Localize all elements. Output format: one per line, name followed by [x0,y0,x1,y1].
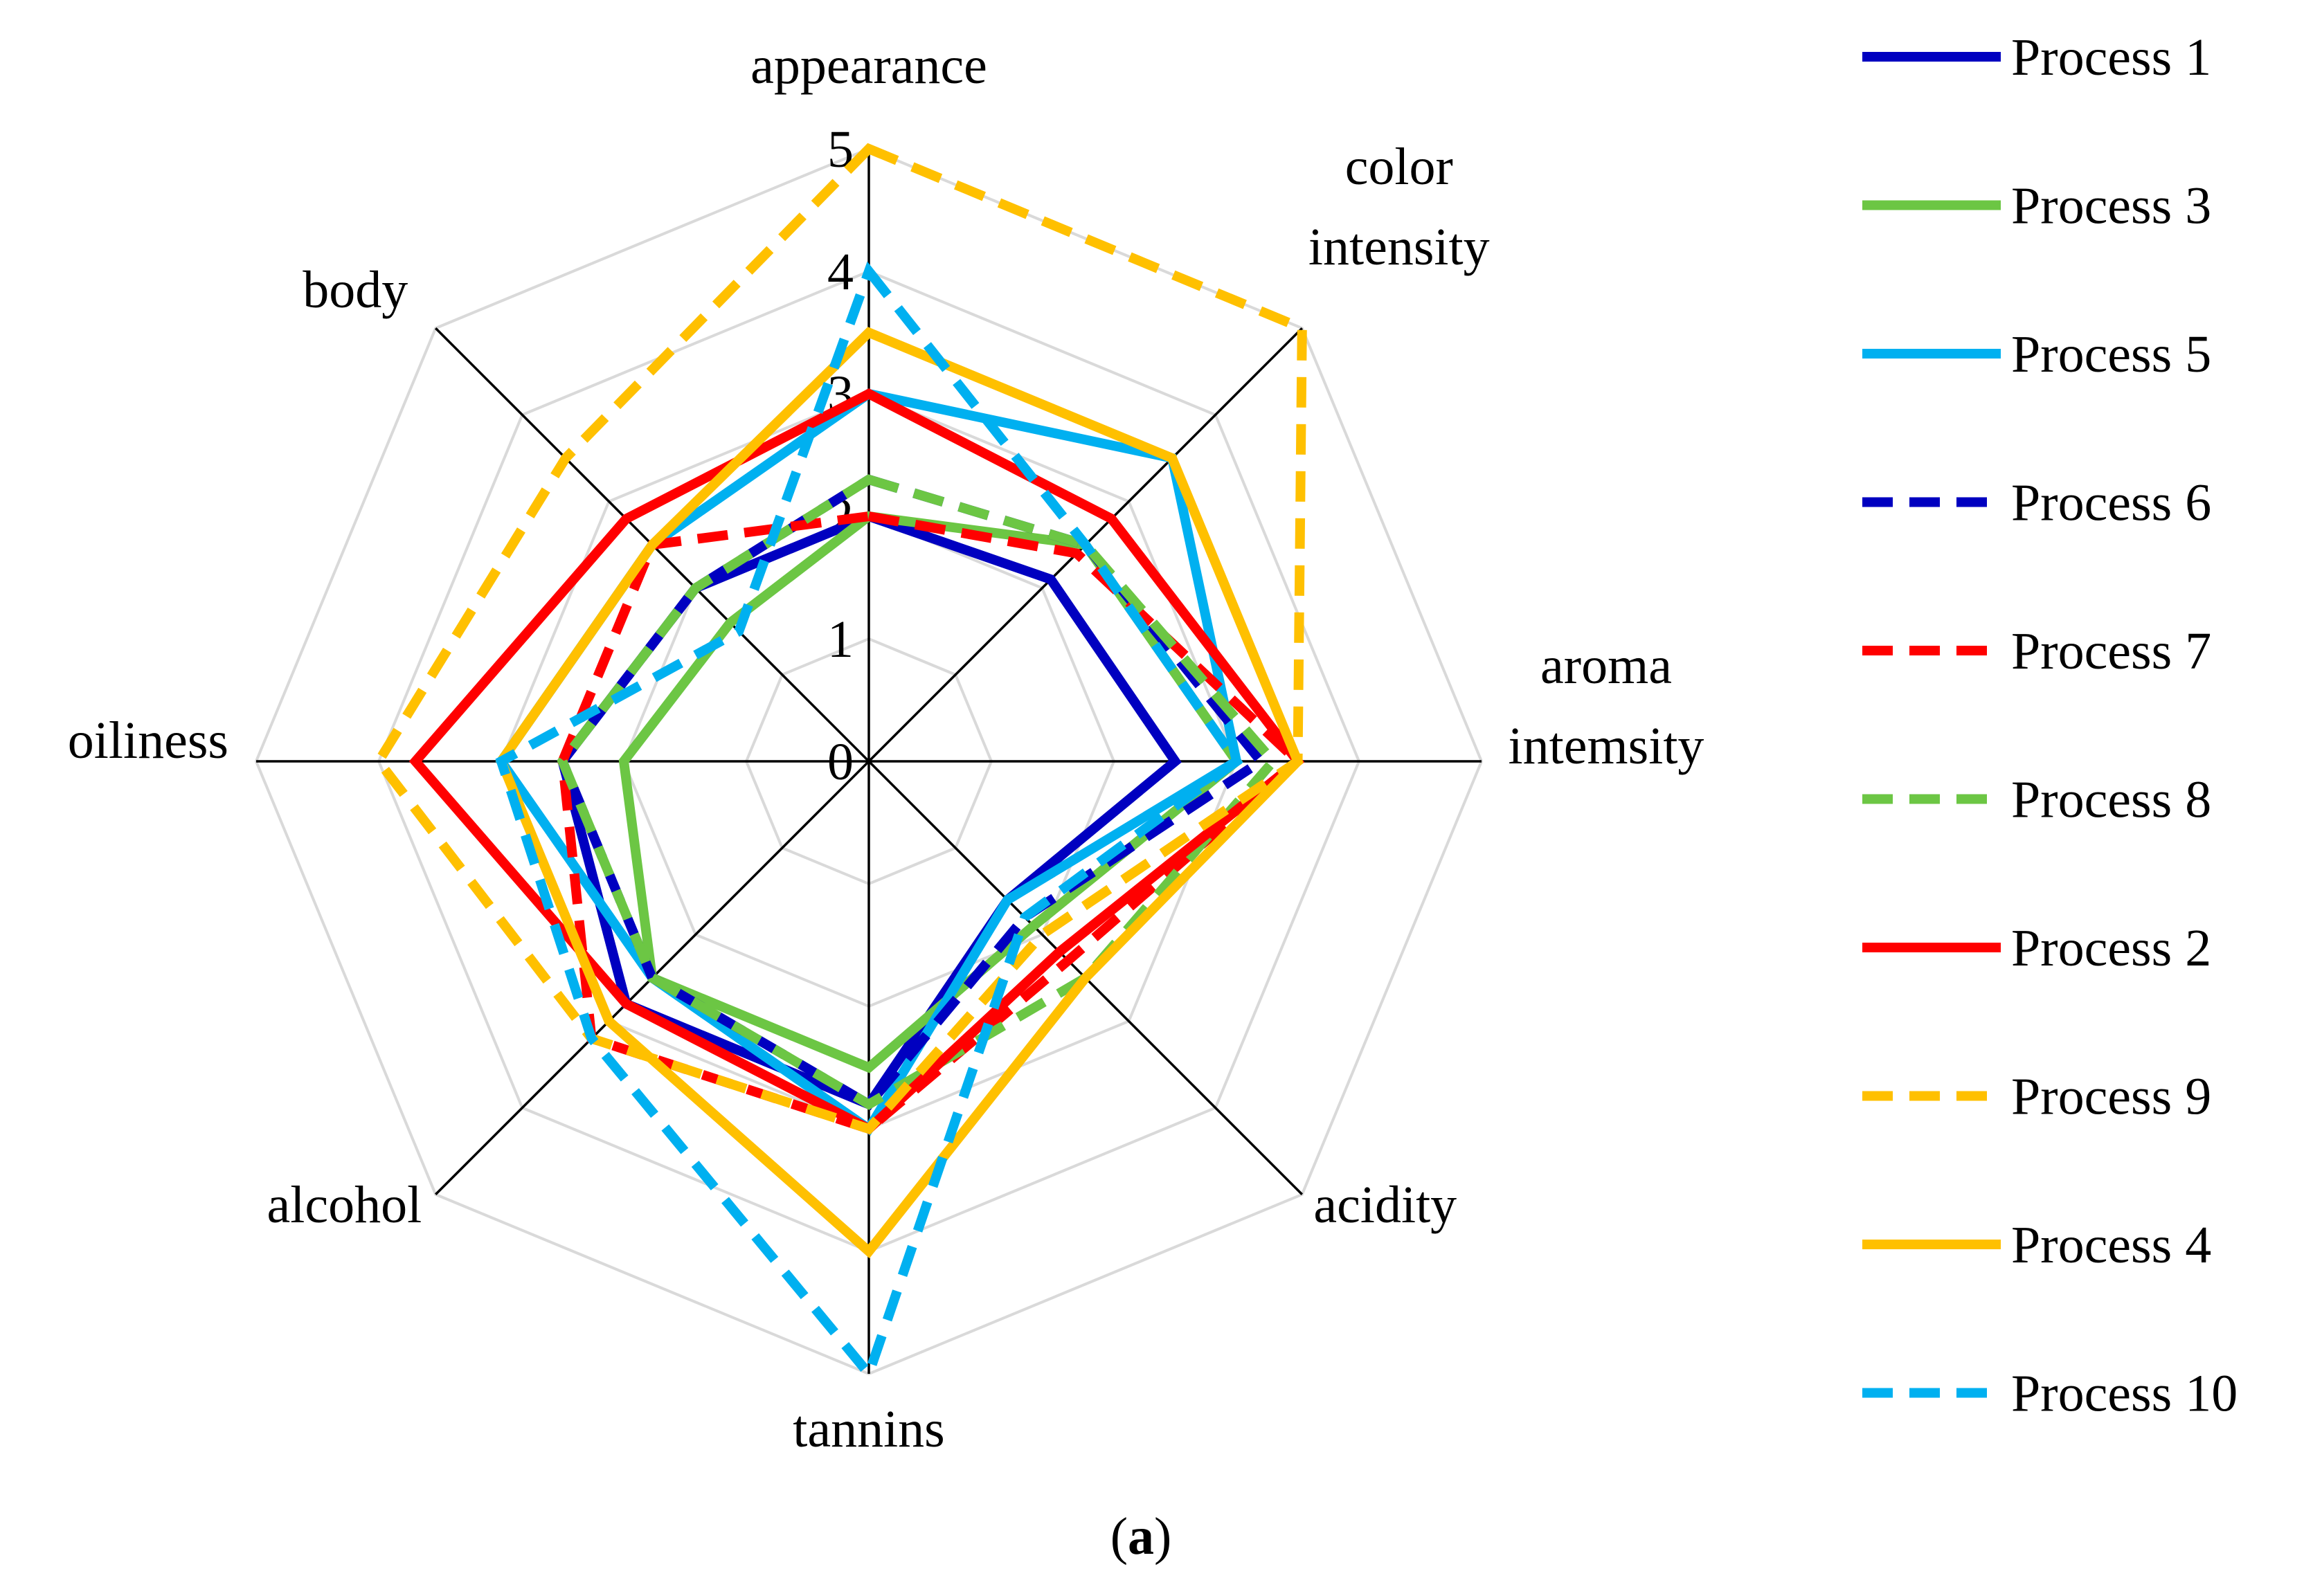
series-line-process-6 [557,474,1268,1111]
axis-label-0: appearance [750,37,987,95]
axis-label-7-line-0: body [303,261,408,319]
axis-label-2: aroma intemsity [1509,637,1704,775]
legend-label-process-1: Process 1 [2011,28,2211,87]
axis-label-7: body [303,261,408,319]
legend-label-process-6: Process 6 [2011,474,2211,532]
legend: Process 1 Process 3 Process 5 Process 6 Proc… [1862,28,2238,1423]
axis-label-1: color intensity [1308,138,1490,276]
legend-label-process-5: Process 5 [2011,325,2211,383]
series-line-process-9 [372,143,1307,1135]
axis-label-2-line-0: aroma [1540,637,1672,695]
axis-label-6: oiliness [68,711,228,770]
legend-label-process-7: Process 7 [2011,622,2211,680]
axis-label-5-line-0: alcohol [267,1176,422,1234]
legend-label-process-4: Process 4 [2011,1216,2211,1274]
axis-label-1-line-0: color [1345,138,1453,196]
axis-label-6-line-0: oiliness [68,711,228,770]
axis-labels: appearance color intensity aroma intemsity ac… [68,37,1704,1458]
series-line-process-10 [495,261,1243,1384]
axis-label-3-line-0: acidity [1313,1176,1457,1234]
tick-label-4: 4 [827,243,854,301]
caption-open-paren: ( [1110,1507,1128,1566]
series-lines [372,143,1307,1384]
legend-label-process-2: Process 2 [2011,919,2211,977]
axis-label-5: alcohol [267,1176,422,1234]
caption-letter: a [1128,1507,1154,1566]
legend-label-process-3: Process 3 [2011,177,2211,235]
tick-label-0: 0 [827,733,854,791]
axis-label-2-line-1: intemsity [1509,717,1704,775]
axis-label-0-line-0: appearance [750,37,987,95]
axis-label-1-line-1: intensity [1308,218,1490,276]
figure-caption: (a) [1110,1507,1172,1566]
series-line-process-8 [557,474,1280,1110]
legend-label-process-9: Process 9 [2011,1068,2211,1126]
tick-label-1: 1 [827,610,854,669]
series-line-process-4 [496,327,1304,1259]
axis-label-3: acidity [1313,1176,1457,1234]
series-line-process-7 [557,511,1305,1134]
legend-label-process-10: Process 10 [2011,1365,2238,1423]
legend-label-process-8: Process 8 [2011,771,2211,829]
axis-label-4: tannins [793,1400,945,1458]
caption-close-paren: ) [1154,1507,1171,1566]
axis-label-4-line-0: tannins [793,1400,945,1458]
